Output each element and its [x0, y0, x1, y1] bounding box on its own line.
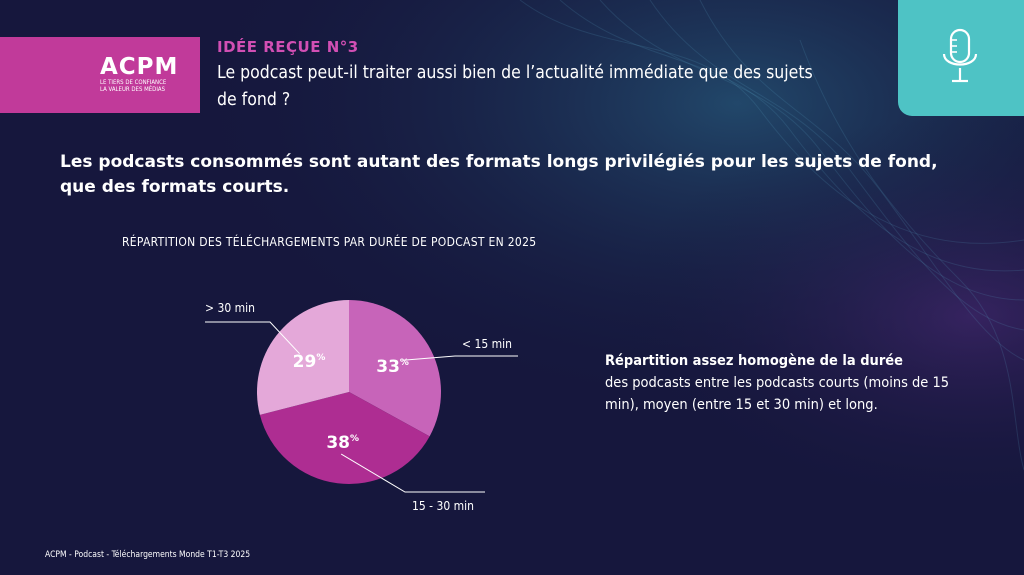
chart-note-text: des podcasts entre les podcasts courts (…	[605, 375, 950, 413]
chart-title: RÉPARTITION DES TÉLÉCHARGEMENTS PAR DURÉ…	[122, 235, 537, 249]
headline: Les podcasts consommés sont autant des f…	[60, 152, 938, 197]
logo-tagline-1: LE TIERS DE CONFIANCE	[100, 79, 167, 86]
source-footnote: ACPM - Podcast - Téléchargements Monde T…	[45, 550, 251, 560]
pie-leader-line-1	[340, 453, 485, 493]
page-question: Le podcast peut-il traiter aussi bien de…	[217, 63, 813, 110]
pie-category-label-0: < 15 min	[462, 337, 512, 351]
pie-leader-line-0	[402, 355, 518, 361]
logo-tagline-2: LA VALEUR DES MÉDIAS	[100, 86, 166, 93]
chart-note: Répartition assez homogène de la durée d…	[605, 350, 985, 416]
pie-leader-line-2	[205, 321, 300, 355]
pie-slice-2	[256, 300, 349, 415]
microphone-badge	[898, 0, 1024, 116]
microphone-icon	[942, 28, 978, 83]
pie-category-label-2: > 30 min	[205, 301, 255, 315]
chart-note-bold: Répartition assez homogène de la durée	[605, 353, 903, 369]
pie-slice-1	[259, 392, 430, 484]
pie-category-label-1: 15 - 30 min	[412, 499, 474, 513]
pie-slice-0	[349, 300, 441, 437]
acpm-logo: ACPM	[100, 54, 179, 80]
logo-tagline: LE TIERS DE CONFIANCE LA VALEUR DES MÉDI…	[100, 79, 180, 93]
section-label: IDÉE REÇUE N°3	[217, 38, 359, 56]
logo-band	[0, 37, 200, 113]
